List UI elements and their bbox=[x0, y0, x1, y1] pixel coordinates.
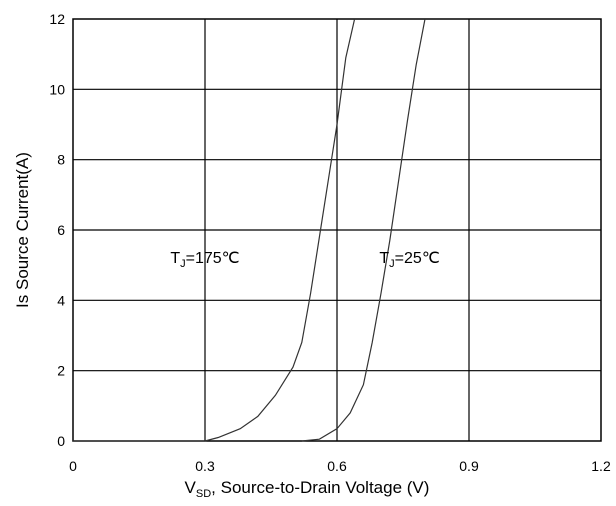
x-axis-label-rest: , Source-to-Drain Voltage (V) bbox=[211, 478, 429, 497]
x-axis-label-main: V bbox=[185, 478, 197, 497]
y-tick-label: 2 bbox=[57, 363, 65, 379]
y-tick-label: 8 bbox=[57, 152, 65, 168]
x-tick-label: 0 bbox=[69, 458, 77, 474]
y-tick-label: 6 bbox=[57, 222, 65, 238]
annotations: TJ=175℃ TJ=25℃ bbox=[170, 250, 439, 270]
x-tick-label: 1.2 bbox=[591, 458, 611, 474]
x-axis-label: VSD, Source-to-Drain Voltage (V) bbox=[185, 478, 430, 500]
x-tick-label: 0.9 bbox=[459, 458, 479, 474]
y-tick-labels: 0 2 4 6 8 10 12 bbox=[49, 11, 65, 449]
x-tick-label: 0.3 bbox=[195, 458, 215, 474]
grid bbox=[73, 19, 601, 441]
x-axis-label-sub: SD bbox=[196, 488, 211, 500]
curves bbox=[73, 18, 426, 442]
y-tick-label: 0 bbox=[57, 433, 65, 449]
series-line-2 bbox=[301, 18, 426, 442]
y-tick-label: 4 bbox=[57, 292, 65, 308]
x-tick-labels: 0 0.3 0.6 0.9 1.2 bbox=[69, 458, 611, 474]
x-tick-label: 0.6 bbox=[327, 458, 347, 474]
series-line-1 bbox=[73, 18, 356, 442]
plot-frame bbox=[72, 18, 602, 442]
annotation-label: TJ=175℃ bbox=[170, 250, 239, 270]
annotation-label: TJ=25℃ bbox=[379, 250, 439, 270]
y-tick-label: 12 bbox=[49, 11, 65, 27]
y-axis-label: Is Source Current(A) bbox=[13, 152, 32, 308]
y-tick-label: 10 bbox=[49, 81, 65, 97]
